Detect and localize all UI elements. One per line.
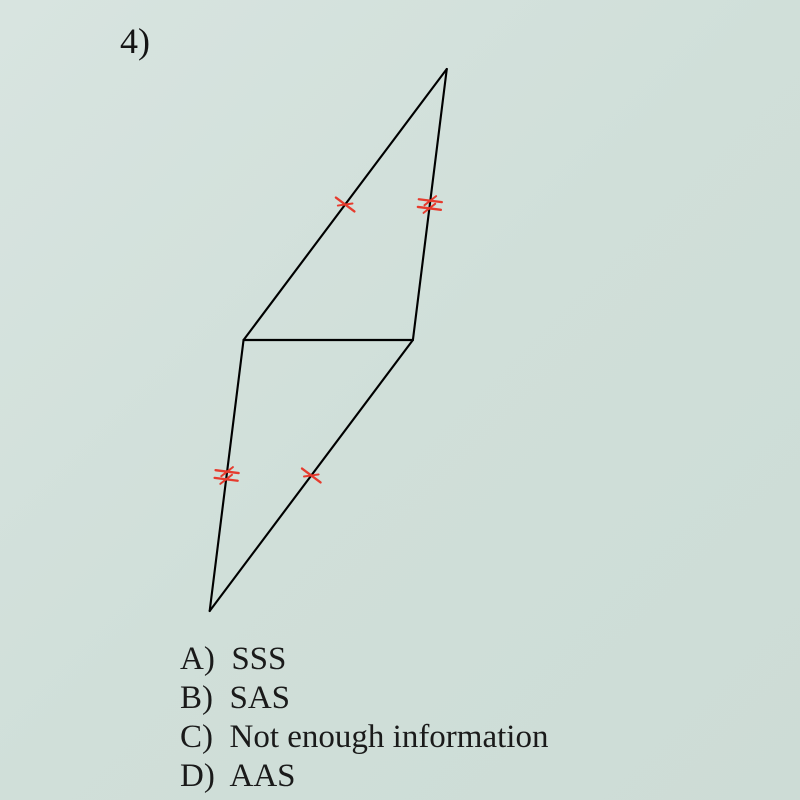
option-b-letter: B) [180, 680, 213, 716]
geometry-diagram [150, 40, 550, 640]
option-a: A) SSS [180, 640, 548, 679]
option-a-text: SSS [231, 641, 286, 677]
option-d: D) AAS [180, 757, 548, 796]
option-b-text: SAS [230, 680, 291, 716]
option-c: C) Not enough information [180, 718, 548, 757]
option-a-letter: A) [180, 641, 215, 677]
answer-options: A) SSS B) SAS C) Not enough information … [180, 640, 548, 796]
option-d-letter: D) [180, 758, 215, 794]
question-number: 4) [120, 20, 150, 62]
option-c-text: Not enough information [230, 719, 549, 755]
option-c-letter: C) [180, 719, 213, 755]
page-container: 4) A) SSS B) SAS C) Not enough informati… [0, 0, 800, 800]
option-d-text: AAS [230, 758, 296, 794]
option-b: B) SAS [180, 679, 548, 718]
